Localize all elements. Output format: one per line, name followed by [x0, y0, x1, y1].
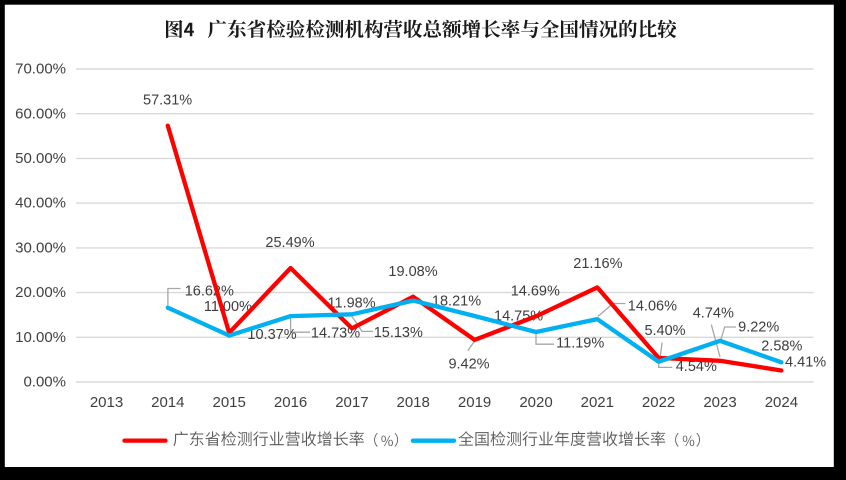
svg-text:50.00%: 50.00%	[15, 150, 66, 167]
svg-text:18.21%: 18.21%	[432, 294, 481, 310]
svg-text:14.73%: 14.73%	[311, 326, 360, 342]
svg-text:2019: 2019	[458, 394, 491, 411]
svg-text:40.00%: 40.00%	[15, 195, 66, 212]
svg-text:2017: 2017	[335, 394, 368, 411]
svg-text:25.49%: 25.49%	[265, 235, 314, 251]
svg-text:20.00%: 20.00%	[15, 284, 66, 301]
svg-text:5.40%: 5.40%	[644, 323, 685, 339]
svg-text:10.00%: 10.00%	[15, 329, 66, 346]
svg-text:60.00%: 60.00%	[15, 105, 66, 122]
svg-text:2013: 2013	[90, 394, 123, 411]
svg-text:14.06%: 14.06%	[628, 298, 677, 314]
svg-text:16.62%: 16.62%	[185, 283, 234, 299]
svg-text:2022: 2022	[642, 394, 675, 411]
svg-text:2024: 2024	[765, 394, 798, 411]
svg-text:4.41%: 4.41%	[785, 354, 826, 370]
svg-text:9.22%: 9.22%	[738, 320, 779, 336]
svg-text:2.58%: 2.58%	[761, 339, 802, 355]
svg-text:21.16%: 21.16%	[573, 256, 622, 272]
svg-text:70.00%: 70.00%	[15, 61, 66, 78]
svg-text:14.69%: 14.69%	[511, 283, 560, 299]
svg-text:2021: 2021	[581, 394, 614, 411]
svg-text:11.98%: 11.98%	[328, 295, 376, 311]
svg-text:2023: 2023	[703, 394, 736, 411]
svg-text:19.08%: 19.08%	[388, 264, 437, 280]
svg-text:2016: 2016	[274, 394, 307, 411]
svg-text:30.00%: 30.00%	[15, 240, 66, 257]
svg-text:57.31%: 57.31%	[143, 93, 192, 109]
svg-text:2015: 2015	[213, 394, 246, 411]
svg-text:2020: 2020	[519, 394, 552, 411]
svg-text:11.00%: 11.00%	[204, 299, 252, 315]
svg-text:11.19%: 11.19%	[556, 336, 604, 352]
svg-text:2014: 2014	[151, 394, 184, 411]
svg-text:14.75%: 14.75%	[494, 309, 543, 325]
svg-text:0.00%: 0.00%	[23, 374, 66, 391]
svg-text:15.13%: 15.13%	[374, 325, 423, 341]
svg-text:2018: 2018	[397, 394, 430, 411]
svg-text:4.54%: 4.54%	[676, 359, 717, 375]
svg-text:9.42%: 9.42%	[448, 357, 489, 373]
svg-text:4.74%: 4.74%	[693, 306, 734, 322]
svg-text:10.37%: 10.37%	[247, 327, 296, 343]
